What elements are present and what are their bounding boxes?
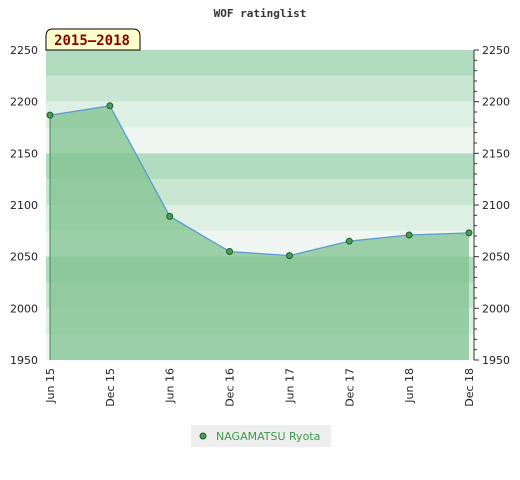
x-tick-label: Jun 16 [164,368,177,404]
x-tick-label: Dec 16 [224,368,237,407]
data-point[interactable] [285,252,293,260]
y-tick-label-right: 2150 [482,147,510,160]
y-tick-label-left: 2050 [10,251,38,264]
data-point[interactable] [405,231,413,239]
x-axis: Jun 15 Dec 15 Jun 16 Dec 16 Jun 17 Dec 17 Jun … [44,368,476,407]
legend-box [191,425,331,447]
x-tick-label: Dec 15 [104,368,117,407]
period-badge-shape [45,28,141,51]
series-area [50,105,469,360]
grid-band [46,75,474,102]
x-tick-label: Jun 15 [44,368,57,404]
series-line [49,105,470,257]
data-point[interactable] [166,212,174,220]
data-point[interactable] [226,248,234,255]
data-point[interactable] [106,102,114,110]
right-y-axis: 1950 2000 2050 2100 2150 2200 2250 [473,44,510,367]
x-tick-label: Dec 17 [343,368,356,407]
y-tick-label-right: 2000 [482,302,510,315]
x-tick-label: Jun 17 [283,368,296,404]
y-tick-label-left: 2150 [10,147,38,160]
area-layer [49,105,470,360]
y-tick-label-left: 1950 [10,354,38,367]
y-tick-label-left: 2100 [10,199,38,212]
data-points [46,102,473,260]
y-tick-label-right: 1950 [482,354,510,367]
data-point[interactable] [465,229,473,237]
x-tick-label: Jun 18 [403,368,416,404]
data-point[interactable] [46,111,54,119]
chart-title: WOF ratinglist [214,7,307,20]
data-point[interactable] [345,237,353,245]
legend[interactable]: NAGAMATSU Ryota [191,425,331,447]
y-tick-label-left: 2000 [10,302,38,315]
grid-band [46,50,474,76]
y-tick-label-right: 2100 [482,199,510,212]
y-tick-label-right: 2050 [482,251,510,264]
y-tick-label-right: 2200 [482,96,510,109]
x-tick-label: Dec 18 [463,368,476,407]
y-tick-label-left: 2250 [10,44,38,57]
legend-entry: NAGAMATSU Ryota [216,430,320,443]
period-badge-text: 2015–2018 [54,33,130,49]
legend-marker [199,432,207,440]
period-badge: 2015–2018 [45,28,141,51]
y-tick-label-left: 2200 [10,96,38,109]
left-y-axis: 1950 2000 2050 2100 2150 2200 2250 [10,44,38,367]
y-tick-label-right: 2250 [482,44,510,57]
